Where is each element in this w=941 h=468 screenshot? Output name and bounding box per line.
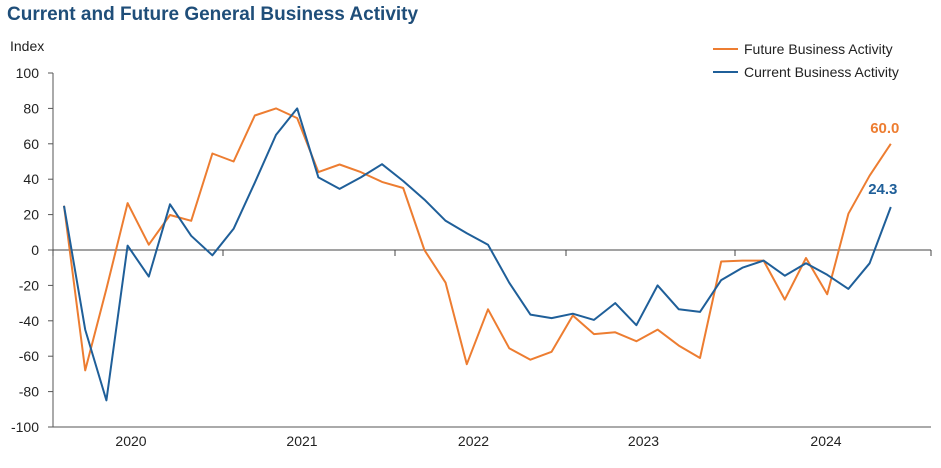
y-tick-label: -100 [11, 419, 39, 435]
x-tick-label: 2023 [628, 433, 659, 449]
y-tick-label: -20 [19, 277, 39, 293]
legend-label-current-business-activity: Current Business Activity [744, 64, 899, 80]
y-tick-label: -60 [19, 348, 39, 364]
y-tick-label: 100 [16, 65, 40, 81]
x-tick-label: 2021 [286, 433, 317, 449]
y-tick-label: 40 [23, 171, 39, 187]
y-tick-label: 60 [23, 136, 39, 152]
current-business-activity-line [63, 107, 892, 402]
legend: Future Business Activity Current Business… [713, 41, 899, 80]
legend-label-future-business-activity: Future Business Activity [744, 41, 893, 57]
future-business-activity-line [63, 107, 892, 372]
data-label-future-last: 60.0 [870, 120, 899, 137]
x-tick-label: 2020 [115, 433, 146, 449]
y-tick-label: 80 [23, 100, 39, 116]
y-tick-label: -80 [19, 384, 39, 400]
chart-title: Current and Future General Business Acti… [7, 4, 419, 25]
y-axis-label: Index [10, 38, 44, 54]
x-tick-label: 2022 [458, 433, 489, 449]
y-tick-label: 20 [23, 207, 39, 223]
axes: Index 100 80 60 40 20 0 -20 -40 -60 -80 -100 2020 202… [10, 38, 932, 449]
x-tick-label: 2024 [810, 433, 841, 449]
y-tick-label: 0 [31, 242, 39, 258]
data-label-current-last: 24.3 [868, 181, 897, 198]
series-lines [63, 107, 892, 402]
data-labels: 60.0 24.3 [868, 120, 899, 198]
y-tick-label: -40 [19, 313, 39, 329]
